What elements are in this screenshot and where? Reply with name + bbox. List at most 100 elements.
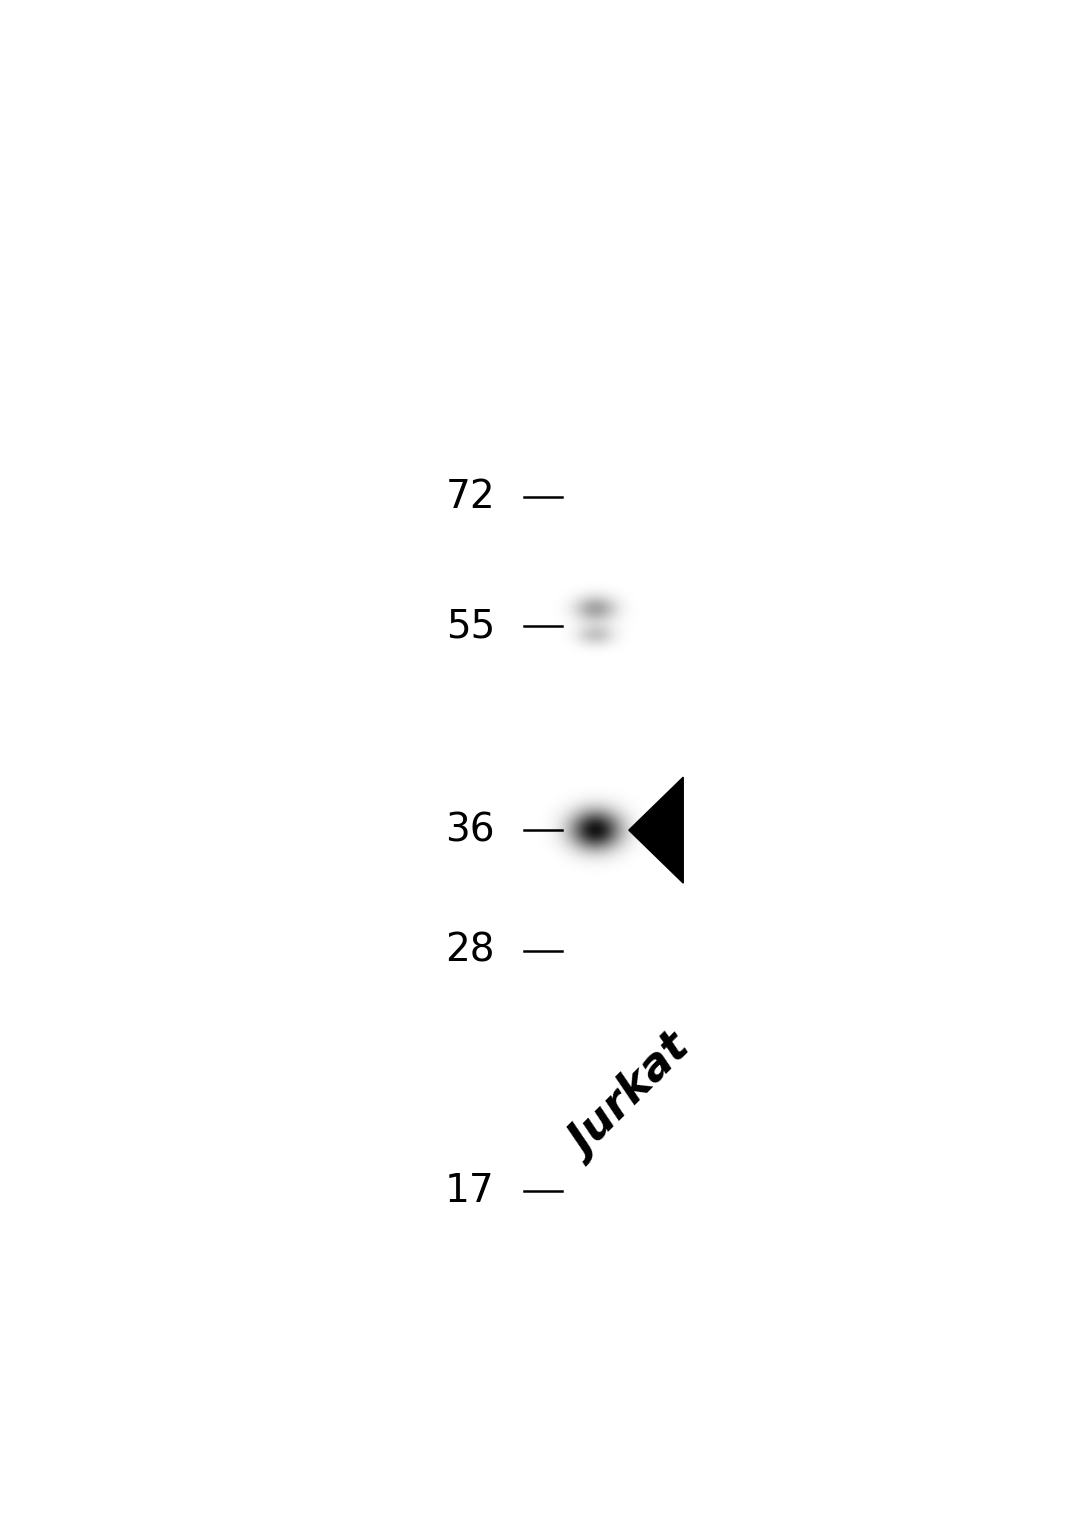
- Bar: [566, 1107, 624, 1112]
- Text: Jurkat: Jurkat: [564, 1029, 701, 1167]
- Bar: [566, 946, 624, 950]
- Bar: [566, 830, 624, 833]
- Bar: [566, 1272, 624, 1275]
- Bar: [566, 809, 624, 813]
- Bar: [566, 1162, 624, 1165]
- Bar: [566, 1069, 624, 1072]
- Bar: [566, 1034, 624, 1037]
- Bar: [566, 980, 624, 983]
- Bar: [566, 1050, 624, 1055]
- Bar: [566, 934, 624, 939]
- Bar: [566, 541, 624, 544]
- Bar: [566, 1176, 624, 1180]
- Bar: [566, 693, 624, 697]
- Bar: [566, 783, 624, 786]
- Bar: [566, 1212, 624, 1216]
- Bar: [566, 806, 624, 810]
- Bar: [566, 1219, 624, 1222]
- Bar: [566, 726, 624, 729]
- Bar: [566, 404, 624, 407]
- Bar: [566, 956, 624, 959]
- Bar: [566, 865, 624, 870]
- Bar: [566, 440, 624, 443]
- Bar: [566, 864, 624, 867]
- Bar: [566, 687, 624, 691]
- Bar: [566, 1024, 624, 1027]
- Bar: [566, 988, 624, 992]
- Bar: [566, 937, 624, 942]
- Bar: [566, 514, 624, 518]
- Bar: [566, 943, 624, 948]
- Bar: [566, 523, 624, 526]
- Bar: [566, 401, 624, 405]
- Bar: [566, 595, 624, 598]
- Bar: [566, 1078, 624, 1081]
- Bar: [566, 1153, 624, 1156]
- Bar: [566, 576, 624, 581]
- Bar: [566, 855, 624, 858]
- Bar: [566, 846, 624, 849]
- Bar: [566, 500, 624, 503]
- Bar: [566, 1122, 624, 1127]
- Bar: [566, 616, 624, 619]
- Bar: [566, 1053, 624, 1058]
- Bar: [566, 1003, 624, 1008]
- Bar: [566, 1040, 624, 1043]
- Bar: [566, 729, 624, 732]
- Bar: [566, 579, 624, 584]
- Bar: [566, 985, 624, 989]
- Bar: [566, 815, 624, 820]
- Bar: [566, 1248, 624, 1251]
- Bar: [566, 771, 624, 774]
- Bar: [566, 463, 624, 466]
- Bar: [566, 410, 624, 413]
- Bar: [566, 573, 624, 578]
- Bar: [566, 1027, 624, 1031]
- Bar: [566, 1110, 624, 1115]
- Bar: [566, 911, 624, 914]
- Bar: [566, 1105, 624, 1109]
- Bar: [566, 1266, 624, 1269]
- Bar: [566, 758, 624, 763]
- Bar: [566, 466, 624, 469]
- Polygon shape: [629, 777, 684, 884]
- Bar: [566, 1242, 624, 1246]
- Bar: [566, 648, 624, 651]
- Bar: [566, 1188, 624, 1191]
- Bar: [566, 607, 624, 610]
- Bar: [566, 1147, 624, 1150]
- Bar: [566, 497, 624, 500]
- Bar: [566, 1235, 624, 1240]
- Bar: [566, 905, 624, 908]
- Bar: [566, 1254, 624, 1257]
- Bar: [566, 624, 624, 628]
- Bar: [566, 1012, 624, 1015]
- Bar: [566, 428, 624, 431]
- Bar: [566, 619, 624, 622]
- Bar: [566, 893, 624, 896]
- Bar: [566, 798, 624, 801]
- Bar: [566, 398, 624, 402]
- Bar: [566, 1018, 624, 1021]
- Bar: [566, 1182, 624, 1187]
- Bar: [566, 526, 624, 529]
- Bar: [566, 1281, 624, 1284]
- Bar: [566, 670, 624, 673]
- Text: 17: 17: [445, 1171, 495, 1209]
- Bar: [566, 570, 624, 575]
- Bar: [566, 717, 624, 720]
- Bar: [566, 502, 624, 506]
- Bar: [566, 1047, 624, 1052]
- Bar: [566, 991, 624, 995]
- Bar: [566, 852, 624, 855]
- Bar: [566, 544, 624, 547]
- Bar: [566, 1156, 624, 1159]
- Bar: [566, 1194, 624, 1197]
- Bar: [566, 532, 624, 535]
- Bar: [566, 1228, 624, 1231]
- Bar: [566, 914, 624, 917]
- Bar: [566, 735, 624, 739]
- Bar: [566, 774, 624, 777]
- Bar: [566, 920, 624, 924]
- Bar: [566, 1128, 624, 1131]
